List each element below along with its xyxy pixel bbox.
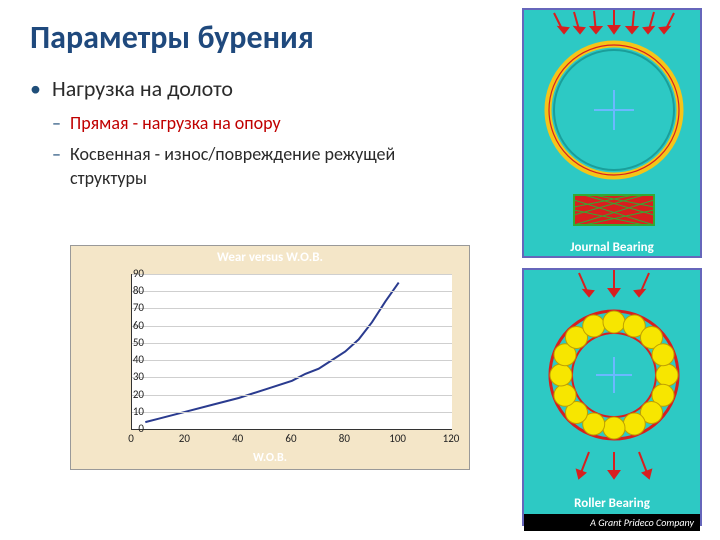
x-tick: 100 (388, 432, 408, 445)
x-tick: 80 (334, 432, 354, 445)
y-tick: 90 (124, 267, 144, 280)
y-tick: 50 (124, 336, 144, 349)
x-axis-label: W.O.B. (71, 451, 469, 465)
y-tick: 80 (124, 284, 144, 297)
brand-footer: A Grant Prideco Company (524, 514, 700, 531)
x-tick: 120 (441, 432, 461, 445)
journal-bearing-caption: Journal Bearing (524, 237, 700, 258)
y-tick: 30 (124, 370, 144, 383)
x-tick: 40 (228, 432, 248, 445)
bullet-sub2: Косвенная - износ/повреждение режущей ст… (30, 143, 470, 190)
plot-area (131, 274, 452, 430)
bullet-main: Нагрузка на долото (30, 75, 470, 102)
y-tick: 10 (124, 405, 144, 418)
bullet-list: Нагрузка на долото Прямая - нагрузка на … (30, 75, 470, 198)
x-tick: 20 (174, 432, 194, 445)
x-tick: 0 (121, 432, 141, 445)
slide-title: Параметры бурения (30, 18, 314, 57)
y-tick: 70 (124, 301, 144, 314)
chart-line-svg (132, 274, 452, 429)
x-tick: 60 (281, 432, 301, 445)
chart-title: Wear versus W.O.B. (71, 250, 469, 265)
journal-bearing-svg (524, 10, 700, 232)
bullet-sub1: Прямая - нагрузка на опору (30, 112, 470, 135)
journal-bearing-diagram: Journal Bearing (522, 8, 702, 258)
roller-bearing-svg (524, 270, 700, 488)
wear-chart: Wear versus W.O.B. W.O.B. 0 10 20 30 40 50 60 7… (70, 245, 470, 470)
roller-bearing-caption: Roller Bearing (524, 493, 700, 514)
y-tick: 60 (124, 319, 144, 332)
y-tick: 40 (124, 353, 144, 366)
roller-bearing-diagram: Roller Bearing A Grant Prideco Company (522, 268, 702, 526)
y-tick: 20 (124, 388, 144, 401)
